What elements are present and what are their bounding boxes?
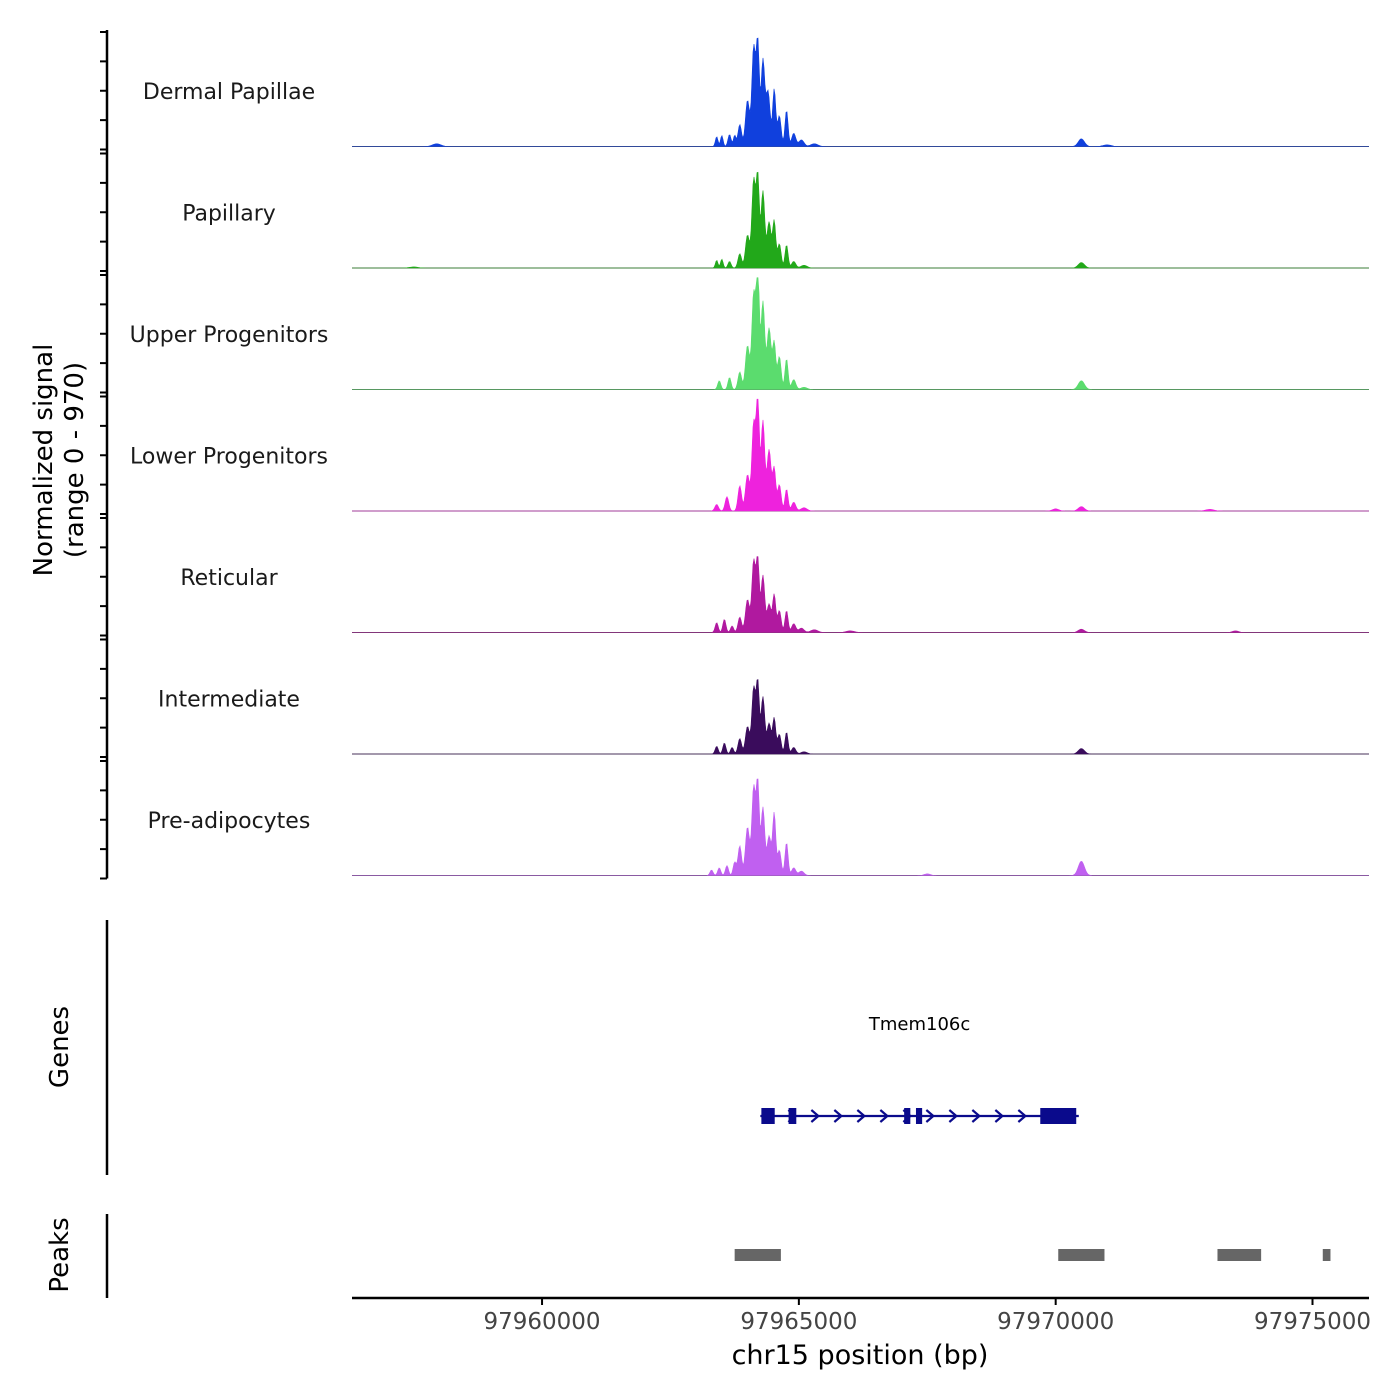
x-axis-title: chr15 position (bp) — [732, 1340, 989, 1371]
peak-region — [734, 1249, 781, 1261]
track-intermediate: Intermediate — [158, 679, 1369, 755]
gene-label: Tmem106c — [868, 1014, 970, 1035]
y-axis-label-line1: Normalized signal — [29, 344, 59, 577]
gene-exon — [904, 1108, 911, 1124]
strand-arrow — [833, 1109, 844, 1123]
track-label: Intermediate — [158, 688, 300, 713]
signal-area — [352, 171, 1369, 269]
strand-arrow — [810, 1109, 821, 1123]
signal-area — [352, 277, 1369, 390]
gene-exon — [761, 1108, 775, 1124]
track-pre-adipocytes: Pre-adipocytes — [148, 778, 1369, 876]
coverage-tracks: Dermal Papillae Papillary Upper Progenitor… — [130, 37, 1369, 876]
signal-area — [352, 778, 1369, 876]
strand-arrow — [925, 1109, 936, 1123]
track-label: Pre-adipocytes — [148, 809, 311, 834]
signal-area — [352, 37, 1369, 147]
track-label: Papillary — [182, 202, 276, 227]
track-upper-progenitors: Upper Progenitors — [130, 277, 1369, 390]
track-label: Reticular — [180, 566, 278, 591]
track-dermal-papillae: Dermal Papillae — [143, 37, 1369, 147]
y-axis-label-line2: (range 0 - 970) — [60, 362, 90, 558]
strand-arrow — [856, 1109, 867, 1123]
gene-annotation-track: Genes Tmem106c — [45, 920, 1079, 1175]
peak-region — [1058, 1249, 1105, 1261]
gene-tmem106c: Tmem106c — [760, 1014, 1079, 1124]
strand-arrow — [948, 1109, 959, 1123]
track-label: Upper Progenitors — [130, 323, 329, 348]
x-tick-label: 97965000 — [740, 1309, 857, 1335]
x-tick-label: 97975000 — [1254, 1309, 1371, 1335]
track-lower-progenitors: Lower Progenitors — [130, 398, 1369, 512]
peaks-track: Peaks — [45, 1214, 1331, 1298]
signal-area — [352, 398, 1369, 512]
strand-arrow — [879, 1109, 890, 1123]
gene-exon — [788, 1108, 797, 1124]
peak-region — [1217, 1249, 1262, 1261]
peaks-track-label: Peaks — [45, 1217, 75, 1292]
track-label: Lower Progenitors — [130, 445, 328, 470]
signal-area — [352, 679, 1369, 755]
track-label: Dermal Papillae — [143, 80, 315, 105]
genes-track-label: Genes — [45, 1006, 75, 1088]
x-tick-label: 97960000 — [484, 1309, 601, 1335]
peak-region — [1322, 1249, 1331, 1261]
strand-arrow — [971, 1109, 982, 1123]
gene-exon — [1040, 1108, 1077, 1124]
gene-exon — [915, 1108, 923, 1124]
x-tick-label: 97970000 — [997, 1309, 1114, 1335]
signal-area — [352, 556, 1369, 633]
track-papillary: Papillary — [182, 171, 1369, 269]
coverage-y-axis — [100, 30, 109, 880]
x-axis: chr15 position (bp) 97960000 97965000 9797… — [352, 1296, 1371, 1371]
strand-arrow — [994, 1109, 1005, 1123]
strand-arrow — [1017, 1109, 1028, 1123]
track-reticular: Reticular — [180, 556, 1369, 633]
